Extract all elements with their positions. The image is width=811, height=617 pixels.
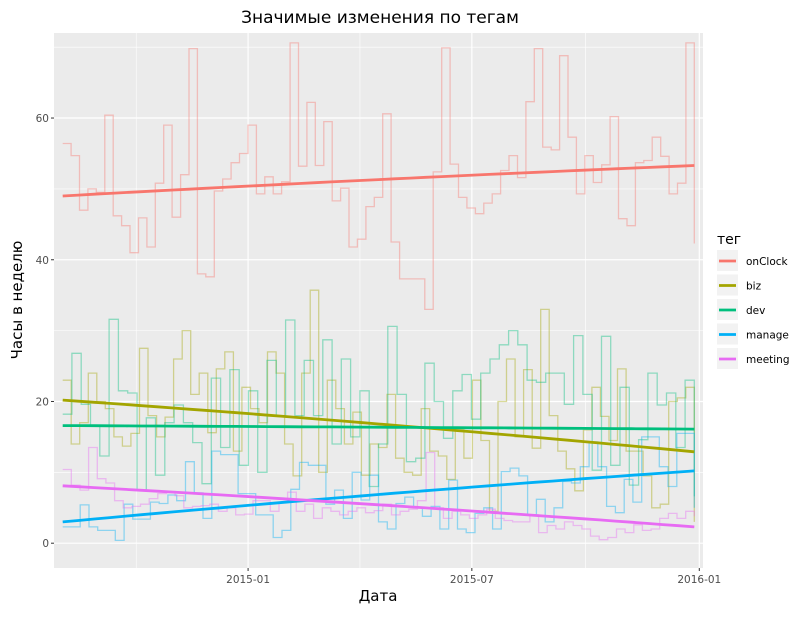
x-tick-label: 2015-07 bbox=[450, 574, 494, 586]
series-trend-biz bbox=[62, 398, 695, 454]
series-trend-dev bbox=[62, 424, 695, 431]
legend-item-biz: biz bbox=[717, 274, 762, 296]
series-raw-manage bbox=[62, 432, 695, 542]
legend-label-meeting: meeting bbox=[746, 354, 790, 366]
series-raw-onClock bbox=[62, 42, 695, 311]
legend-label-biz: biz bbox=[746, 281, 762, 293]
legend-label-dev: dev bbox=[746, 305, 765, 317]
y-tick-label: 20 bbox=[36, 396, 49, 408]
x-tick-label: 2016-01 bbox=[677, 574, 721, 586]
grid-major bbox=[54, 33, 703, 568]
legend-title: тег bbox=[717, 232, 741, 248]
x-axis: 2015-01 2015-07 2016-01 bbox=[226, 568, 721, 586]
legend-item-meeting: meeting bbox=[717, 348, 790, 369]
y-tick-label: 40 bbox=[36, 255, 49, 267]
series-trend-onClock bbox=[62, 164, 695, 198]
legend-item-manage: manage bbox=[717, 323, 789, 345]
y-axis-title: Часы в неделю bbox=[8, 241, 26, 360]
x-tick-label: 2015-01 bbox=[226, 574, 270, 586]
y-tick-label: 60 bbox=[36, 113, 49, 125]
legend-label-onClock: onClock bbox=[746, 256, 789, 268]
series-trend-layer bbox=[62, 164, 695, 529]
x-axis-title: Дата bbox=[359, 587, 398, 605]
series-raw-dev bbox=[62, 318, 695, 497]
y-tick-label: 0 bbox=[42, 538, 49, 550]
chart-title: Значимые изменения по тегам bbox=[241, 8, 519, 28]
legend: тег onClock biz dev manage meeting bbox=[717, 232, 790, 369]
series-trend-manage bbox=[62, 469, 695, 524]
legend-item-onClock: onClock bbox=[717, 250, 789, 271]
legend-label-manage: manage bbox=[746, 330, 789, 342]
series-trend-meeting bbox=[62, 484, 695, 529]
y-axis: 0 20 40 60 bbox=[36, 113, 54, 550]
legend-item-dev: dev bbox=[717, 299, 765, 320]
